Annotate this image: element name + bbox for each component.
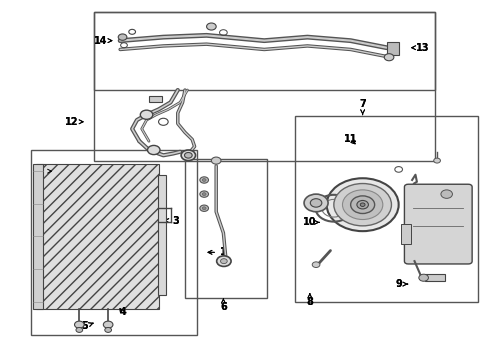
Text: 7: 7	[359, 99, 366, 115]
Text: 1: 1	[208, 247, 227, 257]
Circle shape	[118, 34, 127, 40]
FancyBboxPatch shape	[404, 184, 472, 264]
Bar	[158, 175, 166, 294]
Circle shape	[419, 274, 428, 281]
Text: 7: 7	[359, 99, 366, 115]
Text: 10: 10	[303, 217, 319, 227]
Circle shape	[202, 193, 206, 195]
Text: 14: 14	[94, 36, 112, 46]
Circle shape	[220, 259, 227, 264]
Circle shape	[202, 179, 206, 181]
Bar	[33, 164, 43, 309]
Circle shape	[357, 201, 368, 209]
Circle shape	[200, 177, 209, 183]
Text: 4: 4	[119, 307, 126, 317]
Bar	[94, 12, 435, 161]
Circle shape	[140, 110, 153, 119]
Text: 3: 3	[165, 216, 179, 226]
Bar	[387, 42, 399, 55]
Text: 5: 5	[81, 321, 93, 332]
Circle shape	[181, 150, 196, 161]
Bar	[185, 159, 267, 298]
Text: 12: 12	[65, 117, 83, 127]
Text: 6: 6	[220, 299, 227, 312]
Circle shape	[207, 23, 216, 30]
Text: 10: 10	[303, 217, 319, 227]
Circle shape	[310, 199, 322, 207]
Text: 8: 8	[306, 294, 313, 307]
Text: 5: 5	[81, 321, 93, 332]
Circle shape	[103, 321, 113, 328]
Bar	[401, 224, 411, 243]
Text: 8: 8	[306, 294, 313, 307]
Circle shape	[105, 328, 112, 332]
Circle shape	[76, 328, 83, 332]
Circle shape	[185, 153, 192, 158]
Circle shape	[211, 157, 221, 164]
Text: 3: 3	[165, 216, 179, 226]
Circle shape	[434, 158, 441, 163]
Bar	[94, 12, 435, 90]
Text: 2: 2	[38, 166, 51, 176]
Text: 2: 2	[38, 166, 51, 176]
Text: 13: 13	[412, 43, 429, 53]
Circle shape	[200, 191, 209, 197]
Circle shape	[441, 190, 452, 198]
Text: 13: 13	[412, 43, 429, 53]
Text: 9: 9	[395, 279, 408, 289]
Circle shape	[74, 321, 84, 328]
Circle shape	[384, 54, 394, 61]
Text: 14: 14	[94, 36, 112, 46]
Bar	[295, 117, 478, 302]
Circle shape	[360, 203, 365, 207]
Circle shape	[200, 205, 209, 211]
Circle shape	[202, 207, 206, 210]
Text: 9: 9	[395, 279, 408, 289]
Circle shape	[334, 184, 392, 226]
Circle shape	[351, 196, 375, 213]
Circle shape	[147, 145, 160, 154]
Text: 12: 12	[65, 117, 83, 127]
Text: 11: 11	[344, 134, 357, 144]
Bar	[149, 96, 162, 102]
Circle shape	[343, 190, 383, 220]
Text: 11: 11	[344, 134, 357, 144]
Bar	[425, 274, 445, 281]
Text: 1: 1	[208, 247, 227, 257]
Text: 6: 6	[220, 299, 227, 312]
Circle shape	[217, 256, 231, 266]
Circle shape	[304, 194, 328, 212]
Bar	[31, 150, 197, 335]
Circle shape	[312, 262, 320, 267]
Circle shape	[327, 178, 399, 231]
Text: 4: 4	[119, 307, 126, 317]
Bar	[36, 164, 159, 309]
